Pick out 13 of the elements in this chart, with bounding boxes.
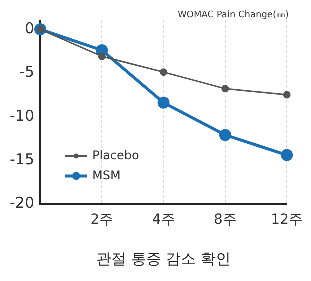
x-tick-label: 8주 <box>214 212 237 228</box>
x-tick-label: 12주 <box>271 212 304 228</box>
y-tick-label: -15 <box>10 150 34 168</box>
legend-label: Placebo <box>92 148 140 162</box>
chart-title: WOMAC Pain Change(㎜) <box>178 10 289 21</box>
y-tick-label: 0 <box>24 19 34 38</box>
y-tick-label: -5 <box>20 63 34 82</box>
x-tick-label: 2주 <box>90 212 114 228</box>
x-axis-title: 관절 통증 감소 확인 <box>96 250 231 268</box>
y-tick-label: -20 <box>10 194 34 212</box>
legend-label: MSM <box>92 168 121 182</box>
x-tick-label: 4주 <box>152 212 176 228</box>
y-tick-label: -10 <box>10 106 34 125</box>
